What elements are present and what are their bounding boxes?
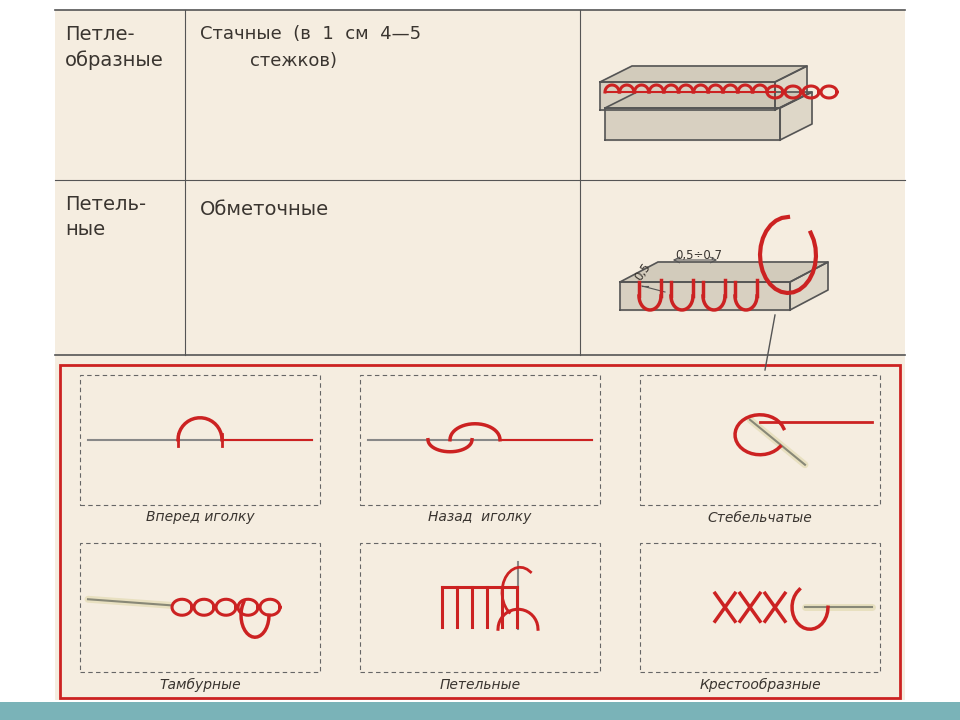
Text: Стебельчатые: Стебельчатые [708,510,812,524]
Bar [640,542,880,672]
Bar [80,375,320,505]
Bar [640,375,880,505]
Text: Вперед иголку: Вперед иголку [146,510,254,524]
Text: Петельные: Петельные [440,678,520,692]
Text: Крестообразные: Крестообразные [699,678,821,692]
Polygon shape [600,66,807,82]
Text: Стачные  (в  1  см  4—5: Стачные (в 1 см 4—5 [200,25,421,43]
Text: Петель-: Петель- [65,195,146,214]
Polygon shape [600,82,775,110]
Text: 0,5: 0,5 [632,261,653,283]
Text: Обметочные: Обметочные [200,200,329,219]
Text: 0,5÷0,7: 0,5÷0,7 [675,248,722,261]
Bar [55,10,905,700]
Text: ные: ные [65,220,106,239]
Bar [360,375,600,505]
Polygon shape [620,262,828,282]
Bar [80,542,320,672]
Polygon shape [605,108,780,140]
Polygon shape [620,282,790,310]
Text: стежков): стежков) [250,52,337,70]
Bar [60,365,900,698]
Polygon shape [775,66,807,110]
Text: Петле-: Петле- [65,25,134,44]
Text: Назад  иголку: Назад иголку [428,510,532,524]
Text: образные: образные [65,50,164,70]
Polygon shape [605,92,812,108]
Text: Тамбурные: Тамбурные [159,678,241,692]
Bar [360,542,600,672]
Polygon shape [790,262,828,310]
Bar [0,702,960,720]
Polygon shape [780,92,812,140]
